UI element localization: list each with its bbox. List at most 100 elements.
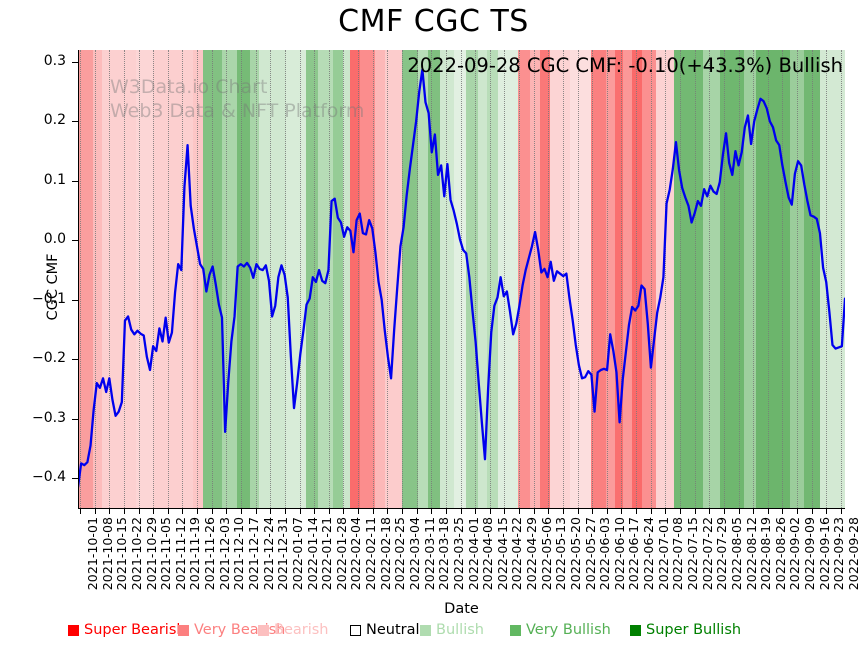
x-tick-label: 2022-04-15 [494,517,510,591]
x-tick-label: 2021-12-24 [260,517,276,591]
x-tick-label: 2022-09-02 [787,517,803,591]
sentiment-band [454,50,466,508]
gridline-vertical [387,50,389,508]
y-tick-mark [72,61,78,63]
legend-item[interactable]: Super Bearish [68,620,186,640]
x-tick-mark [123,508,125,514]
x-tick-label: 2022-04-01 [465,517,481,591]
sentiment-band [642,50,656,508]
sentiment-band [623,50,632,508]
x-tick-label: 2021-10-15 [114,517,130,591]
x-tick-label: 2022-03-04 [406,517,422,591]
x-tick-mark [109,508,111,514]
x-tick-mark [533,508,535,514]
sentiment-band [237,50,250,508]
sentiment-band [478,50,487,508]
legend-item[interactable]: Bullish [420,620,484,640]
x-tick-label: 2022-07-22 [699,517,715,591]
x-tick-mark [650,508,652,514]
gridline-vertical [562,50,564,508]
x-tick-mark [182,508,184,514]
x-tick-mark [416,508,418,514]
gridline-vertical [753,50,755,508]
x-tick-mark [153,508,155,514]
legend-item[interactable]: Bearish [258,620,329,640]
legend-label: Super Bullish [646,622,742,638]
x-tick-label: 2022-02-25 [392,517,408,591]
sentiment-band [530,50,540,508]
x-tick-label: 2022-03-18 [436,517,452,591]
legend: Super Bearish Very Bearish Bearish Neutral B… [0,620,867,642]
x-tick-mark [592,508,594,514]
legend-item[interactable]: Very Bullish [510,620,611,640]
x-tick-mark [167,508,169,514]
sentiment-band [250,50,259,508]
legend-item[interactable]: Neutral [350,620,420,640]
sentiment-band [350,50,360,508]
x-tick-label: 2021-10-22 [128,517,144,591]
gridline-vertical [519,50,521,508]
sentiment-band [615,50,623,508]
gridline-vertical [841,50,842,508]
gridline-vertical [650,50,652,508]
sentiment-band [375,50,385,508]
legend-swatch [258,624,269,636]
x-tick-mark [240,508,242,514]
x-tick-mark [767,508,769,514]
x-tick-label: 2022-03-11 [421,517,437,591]
legend-label: Bearish [274,622,329,638]
gridline-vertical [621,50,623,508]
x-tick-label: 2021-12-03 [216,517,232,591]
gridline-vertical [577,50,579,508]
x-tick-label: 2022-09-16 [816,517,832,591]
x-tick-mark [621,508,623,514]
y-tick-label: 0.3 [43,52,66,69]
gridline-vertical [197,50,199,508]
gridline-vertical [475,50,477,508]
sentiment-band [466,50,478,508]
y-tick-label: −0.2 [32,350,66,367]
gridline-vertical [182,50,184,508]
x-tick-label: 2022-05-20 [567,517,583,591]
y-tick-mark [72,359,78,361]
y-tick-mark [72,418,78,420]
x-tick-label: 2022-05-13 [553,517,569,591]
x-tick-mark [138,508,140,514]
x-tick-label: 2021-11-05 [158,517,174,591]
x-tick-mark [577,508,579,514]
y-tick-mark [72,478,78,480]
gridline-vertical [123,50,125,508]
gridline-vertical [109,50,111,508]
x-tick-mark [811,508,813,514]
sentiment-band [343,50,350,508]
x-tick-mark [226,508,228,514]
gridline-vertical [240,50,242,508]
x-tick-label: 2022-08-26 [772,517,788,591]
plot-area[interactable]: W3Data.io Chart Web3 Data & NFT Platform… [78,50,845,508]
x-tick-label: 2022-07-08 [670,517,686,591]
sentiment-band [674,50,703,508]
x-tick-label: 2021-12-10 [231,517,247,591]
x-tick-label: 2022-06-17 [626,517,642,591]
legend-item[interactable]: Super Bullish [630,620,741,640]
x-tick-mark [489,508,491,514]
x-tick-mark [343,508,345,514]
x-tick-label: 2022-02-11 [363,517,379,591]
y-tick-label: 0.0 [43,231,66,248]
gridline-vertical [328,50,330,508]
sentiment-band [606,50,615,508]
sentiment-band [744,50,756,508]
x-tick-mark [694,508,696,514]
y-tick-label: −0.1 [32,290,66,307]
x-tick-mark [387,508,389,514]
gridline-vertical [343,50,345,508]
sentiment-band [550,50,570,508]
legend-swatch [178,624,189,636]
gridline-vertical [738,50,740,508]
x-tick-label: 2022-04-08 [480,517,496,591]
sentiment-band [102,50,136,508]
x-tick-mark [504,508,506,514]
gridline-vertical [255,50,257,508]
gridline-vertical [211,50,213,508]
x-tick-mark [314,508,316,514]
